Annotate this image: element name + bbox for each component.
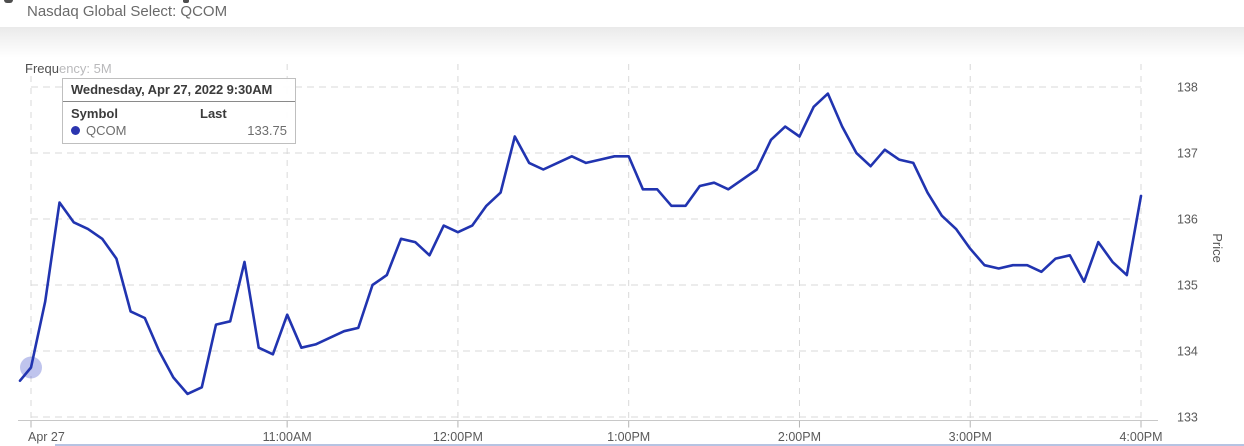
page-subtitle: Nasdaq Global Select: QCOM xyxy=(27,3,228,20)
tooltip-last-value: 133.75 xyxy=(247,123,287,138)
bottom-divider xyxy=(55,444,1244,446)
x-tick-label: 1:00PM xyxy=(607,430,650,444)
clipped-heading-fragment xyxy=(183,0,189,3)
chart-tooltip: Wednesday, Apr 27, 2022 9:30AM Symbol La… xyxy=(62,78,296,144)
header-gradient-band xyxy=(0,27,1244,58)
x-tick-label: 4:00PM xyxy=(1119,430,1162,444)
x-tick-label: 3:00PM xyxy=(949,430,992,444)
tooltip-last-header: Last xyxy=(200,106,227,121)
tooltip-row: QCOM 133.75 xyxy=(63,121,295,143)
x-tick-label: 11:00AM xyxy=(263,430,312,444)
y-tick-label: 134 xyxy=(1177,345,1198,359)
y-tick-label: 133 xyxy=(1177,411,1198,425)
y-tick-label: 135 xyxy=(1177,279,1198,293)
x-tick-label: 2:00PM xyxy=(778,430,821,444)
frequency-label-prefix: Frequ xyxy=(25,61,59,76)
tooltip-symbol-header: Symbol xyxy=(71,106,118,121)
frequency-label-suffix: ency: 5M xyxy=(58,61,112,76)
x-tick-label: Apr 27 xyxy=(28,430,65,444)
y-tick-label: 136 xyxy=(1177,213,1198,227)
qcom-price-line xyxy=(18,92,1143,396)
frequency-label: Frequency: 5M xyxy=(25,61,112,76)
x-tick-label: 12:00PM xyxy=(433,430,483,444)
tooltip-column-headers: Symbol Last xyxy=(63,102,295,121)
y-tick-label: 138 xyxy=(1177,81,1198,95)
qcom-series-dot xyxy=(71,126,80,135)
price-axis-label: Price xyxy=(1210,233,1225,263)
y-tick-label: 137 xyxy=(1177,147,1198,161)
clipped-heading-fragment xyxy=(4,0,13,3)
tooltip-symbol-value: QCOM xyxy=(86,123,127,138)
tooltip-title: Wednesday, Apr 27, 2022 9:30AM xyxy=(63,79,295,102)
